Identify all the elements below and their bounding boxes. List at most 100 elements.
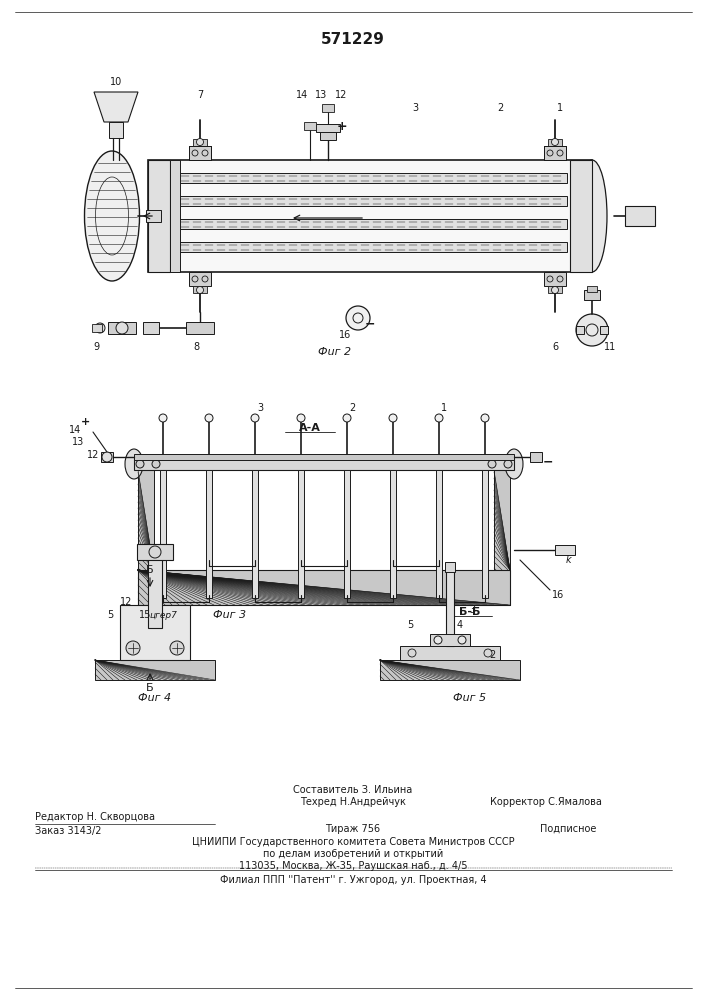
Circle shape [170, 641, 184, 655]
Text: 14: 14 [296, 90, 308, 100]
Text: Б: Б [146, 565, 154, 575]
Text: ЦНИИПИ Государственного комитета Совета Министров СССР: ЦНИИПИ Государственного комитета Совета … [192, 837, 514, 847]
Text: Подписное: Подписное [540, 824, 597, 834]
Bar [530, 452, 542, 462]
Circle shape [551, 138, 559, 145]
Bar [170, 160, 180, 272]
Bar [173, 173, 567, 183]
Circle shape [126, 641, 140, 655]
Text: 13: 13 [72, 437, 84, 447]
Circle shape [458, 636, 466, 644]
Circle shape [389, 414, 397, 422]
Circle shape [434, 636, 442, 644]
Bar [436, 470, 442, 598]
Bar [587, 286, 597, 292]
Bar [555, 545, 575, 555]
Text: А-А: А-А [299, 423, 321, 433]
Bar [570, 160, 592, 272]
Text: Техред Н.Андрейчук: Техред Н.Андрейчук [300, 797, 406, 807]
Text: −: − [543, 456, 554, 468]
Text: Редактор Н. Скворцова: Редактор Н. Скворцова [35, 812, 155, 822]
Bar [138, 570, 510, 605]
Text: 113035, Москва, Ж-35, Раушская наб., д. 4/5: 113035, Москва, Ж-35, Раушская наб., д. … [239, 861, 467, 871]
Bar [430, 634, 470, 646]
Bar [134, 454, 514, 460]
Bar [380, 660, 520, 680]
Text: 13: 13 [315, 90, 327, 100]
Text: +: + [337, 120, 347, 133]
Text: 6: 6 [552, 342, 558, 352]
Circle shape [116, 322, 128, 334]
Text: цгер7: цгер7 [149, 610, 177, 619]
Circle shape [251, 414, 259, 422]
Circle shape [435, 414, 443, 422]
Text: +: + [81, 417, 90, 427]
Ellipse shape [85, 151, 139, 281]
Bar [95, 660, 215, 680]
Bar [173, 196, 567, 206]
Text: 7: 7 [197, 90, 203, 100]
Text: по делам изобретений и открытий: по делам изобретений и открытий [263, 849, 443, 859]
Polygon shape [94, 92, 138, 122]
Bar [92, 324, 102, 332]
Bar [548, 286, 562, 293]
Text: Фuг 3: Фuг 3 [214, 610, 247, 620]
Text: 2: 2 [349, 403, 355, 413]
Text: 14: 14 [69, 425, 81, 435]
Bar [148, 160, 592, 272]
Text: 9: 9 [93, 342, 99, 352]
Bar [298, 470, 304, 598]
Bar [173, 219, 567, 229]
Circle shape [205, 414, 213, 422]
Bar [625, 206, 655, 226]
Text: Фuг 5: Фuг 5 [453, 693, 486, 703]
Bar [206, 470, 212, 598]
Bar [120, 605, 190, 660]
Bar [109, 122, 123, 138]
Text: Фuг 2: Фuг 2 [318, 347, 351, 357]
Bar [316, 124, 340, 132]
Text: Составитель З. Ильина: Составитель З. Ильина [293, 785, 413, 795]
Bar [186, 322, 214, 334]
Text: 15: 15 [139, 610, 151, 620]
Bar [189, 272, 211, 286]
Text: −: − [365, 318, 375, 330]
Text: 1: 1 [557, 103, 563, 113]
Text: Фuг 4: Фuг 4 [139, 693, 172, 703]
Bar [400, 646, 500, 660]
Bar [544, 146, 566, 160]
Text: 11: 11 [604, 342, 616, 352]
Circle shape [197, 286, 204, 294]
Text: 5: 5 [107, 610, 113, 620]
Bar [146, 210, 161, 222]
Circle shape [95, 323, 105, 333]
Ellipse shape [577, 160, 607, 272]
Text: k: k [565, 555, 571, 565]
Text: 2: 2 [497, 103, 503, 113]
Bar [193, 139, 207, 146]
Bar [494, 470, 510, 570]
Bar [173, 242, 567, 252]
Bar [544, 146, 566, 160]
Bar [148, 160, 170, 272]
Text: 3: 3 [412, 103, 418, 113]
Circle shape [346, 306, 370, 330]
Circle shape [159, 414, 167, 422]
Bar [193, 286, 207, 293]
Bar [134, 458, 514, 470]
Circle shape [343, 414, 351, 422]
Text: Заказ 3143/2: Заказ 3143/2 [35, 826, 102, 836]
Bar [322, 104, 334, 112]
Text: Б: Б [146, 683, 154, 693]
Circle shape [504, 460, 512, 468]
Bar [138, 470, 154, 570]
Text: 1: 1 [441, 403, 447, 413]
Text: Корректор С.Ямалова: Корректор С.Ямалова [490, 797, 602, 807]
Text: 571229: 571229 [321, 32, 385, 47]
Text: Б-Б: Б-Б [460, 607, 481, 617]
Text: 16: 16 [552, 590, 564, 600]
Bar [584, 290, 600, 300]
Ellipse shape [125, 449, 143, 479]
Bar [137, 544, 173, 560]
Bar [143, 322, 159, 334]
